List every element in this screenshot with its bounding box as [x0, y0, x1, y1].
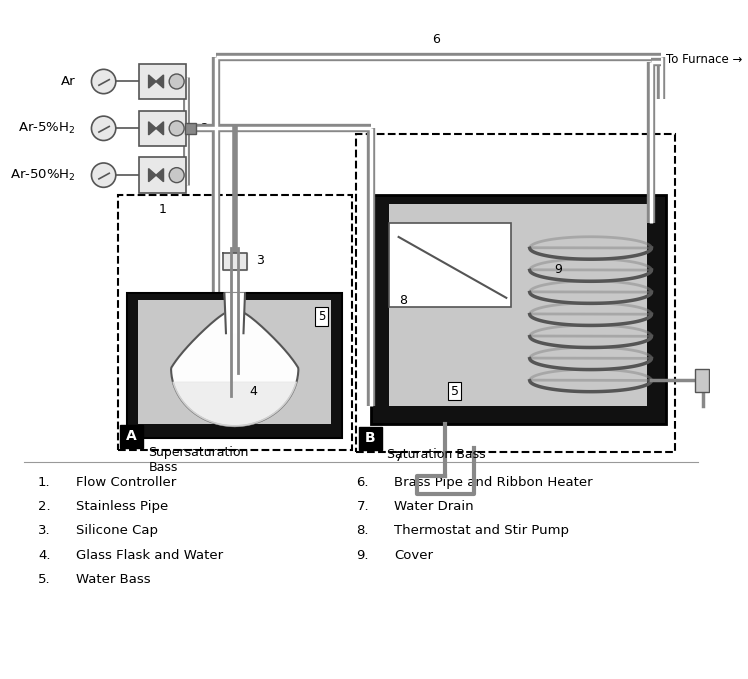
Text: Brass Pipe and Ribbon Heater: Brass Pipe and Ribbon Heater	[394, 476, 592, 489]
Polygon shape	[149, 122, 156, 135]
Bar	[389, 204, 647, 405]
Text: Glass Flask and Water: Glass Flask and Water	[76, 549, 223, 562]
Bar	[185, 123, 196, 134]
Text: 5.: 5.	[38, 573, 51, 586]
Text: 3.: 3.	[38, 524, 51, 538]
Text: 9.: 9.	[357, 549, 369, 562]
Text: 7.: 7.	[357, 500, 369, 513]
Circle shape	[91, 116, 116, 141]
Text: 8: 8	[399, 294, 408, 307]
Text: Stainless Pipe: Stainless Pipe	[76, 500, 168, 513]
Text: 5: 5	[318, 310, 325, 323]
Polygon shape	[173, 382, 296, 426]
Bar	[357, 134, 675, 452]
Text: Supersaturation
Bass: Supersaturation Bass	[149, 446, 249, 474]
Bar	[127, 293, 343, 439]
Text: To Furnace →: To Furnace →	[666, 54, 742, 67]
Text: 6.: 6.	[357, 476, 369, 489]
Polygon shape	[149, 168, 156, 182]
Circle shape	[169, 168, 184, 183]
Polygon shape	[149, 75, 156, 88]
Bar	[139, 64, 186, 99]
Text: 3: 3	[257, 254, 264, 267]
Text: 8.: 8.	[357, 524, 369, 538]
Polygon shape	[156, 168, 164, 182]
Text: 4.: 4.	[38, 549, 51, 562]
Circle shape	[91, 69, 116, 94]
Text: Silicone Cap: Silicone Cap	[76, 524, 158, 538]
Text: 1.: 1.	[38, 476, 51, 489]
Text: 5: 5	[451, 385, 459, 398]
Text: 2.: 2.	[38, 500, 51, 513]
Polygon shape	[156, 75, 164, 88]
Text: Ar-5%H$_2$: Ar-5%H$_2$	[18, 121, 76, 136]
Text: 9: 9	[554, 263, 562, 276]
Text: Saturation Bass: Saturation Bass	[387, 447, 486, 460]
Bar	[389, 223, 511, 307]
Bar	[696, 369, 708, 392]
Text: Ar-50%H$_2$: Ar-50%H$_2$	[10, 168, 76, 183]
Polygon shape	[223, 253, 247, 270]
Bar	[139, 111, 186, 146]
Text: Thermostat and Stir Pump: Thermostat and Stir Pump	[394, 524, 569, 538]
Bar	[117, 195, 352, 450]
Bar	[138, 299, 331, 424]
Text: A: A	[126, 429, 137, 443]
Text: 2: 2	[200, 122, 208, 135]
Bar	[120, 425, 143, 447]
Circle shape	[91, 163, 116, 187]
Text: 1: 1	[159, 203, 167, 217]
Text: 4: 4	[250, 385, 257, 398]
Text: 6: 6	[432, 33, 440, 46]
Polygon shape	[224, 293, 245, 333]
Circle shape	[169, 74, 184, 89]
Circle shape	[169, 121, 184, 136]
Text: Flow Controller: Flow Controller	[76, 476, 176, 489]
Text: Water Bass: Water Bass	[76, 573, 150, 586]
Polygon shape	[171, 310, 298, 426]
Bar	[359, 427, 381, 449]
Polygon shape	[156, 122, 164, 135]
Text: Ar: Ar	[61, 75, 76, 88]
Bar	[370, 195, 666, 424]
Bar	[139, 158, 186, 193]
Text: 7: 7	[395, 451, 402, 464]
Text: Cover: Cover	[394, 549, 433, 562]
Text: B: B	[365, 431, 375, 445]
Text: Water Drain: Water Drain	[394, 500, 473, 513]
